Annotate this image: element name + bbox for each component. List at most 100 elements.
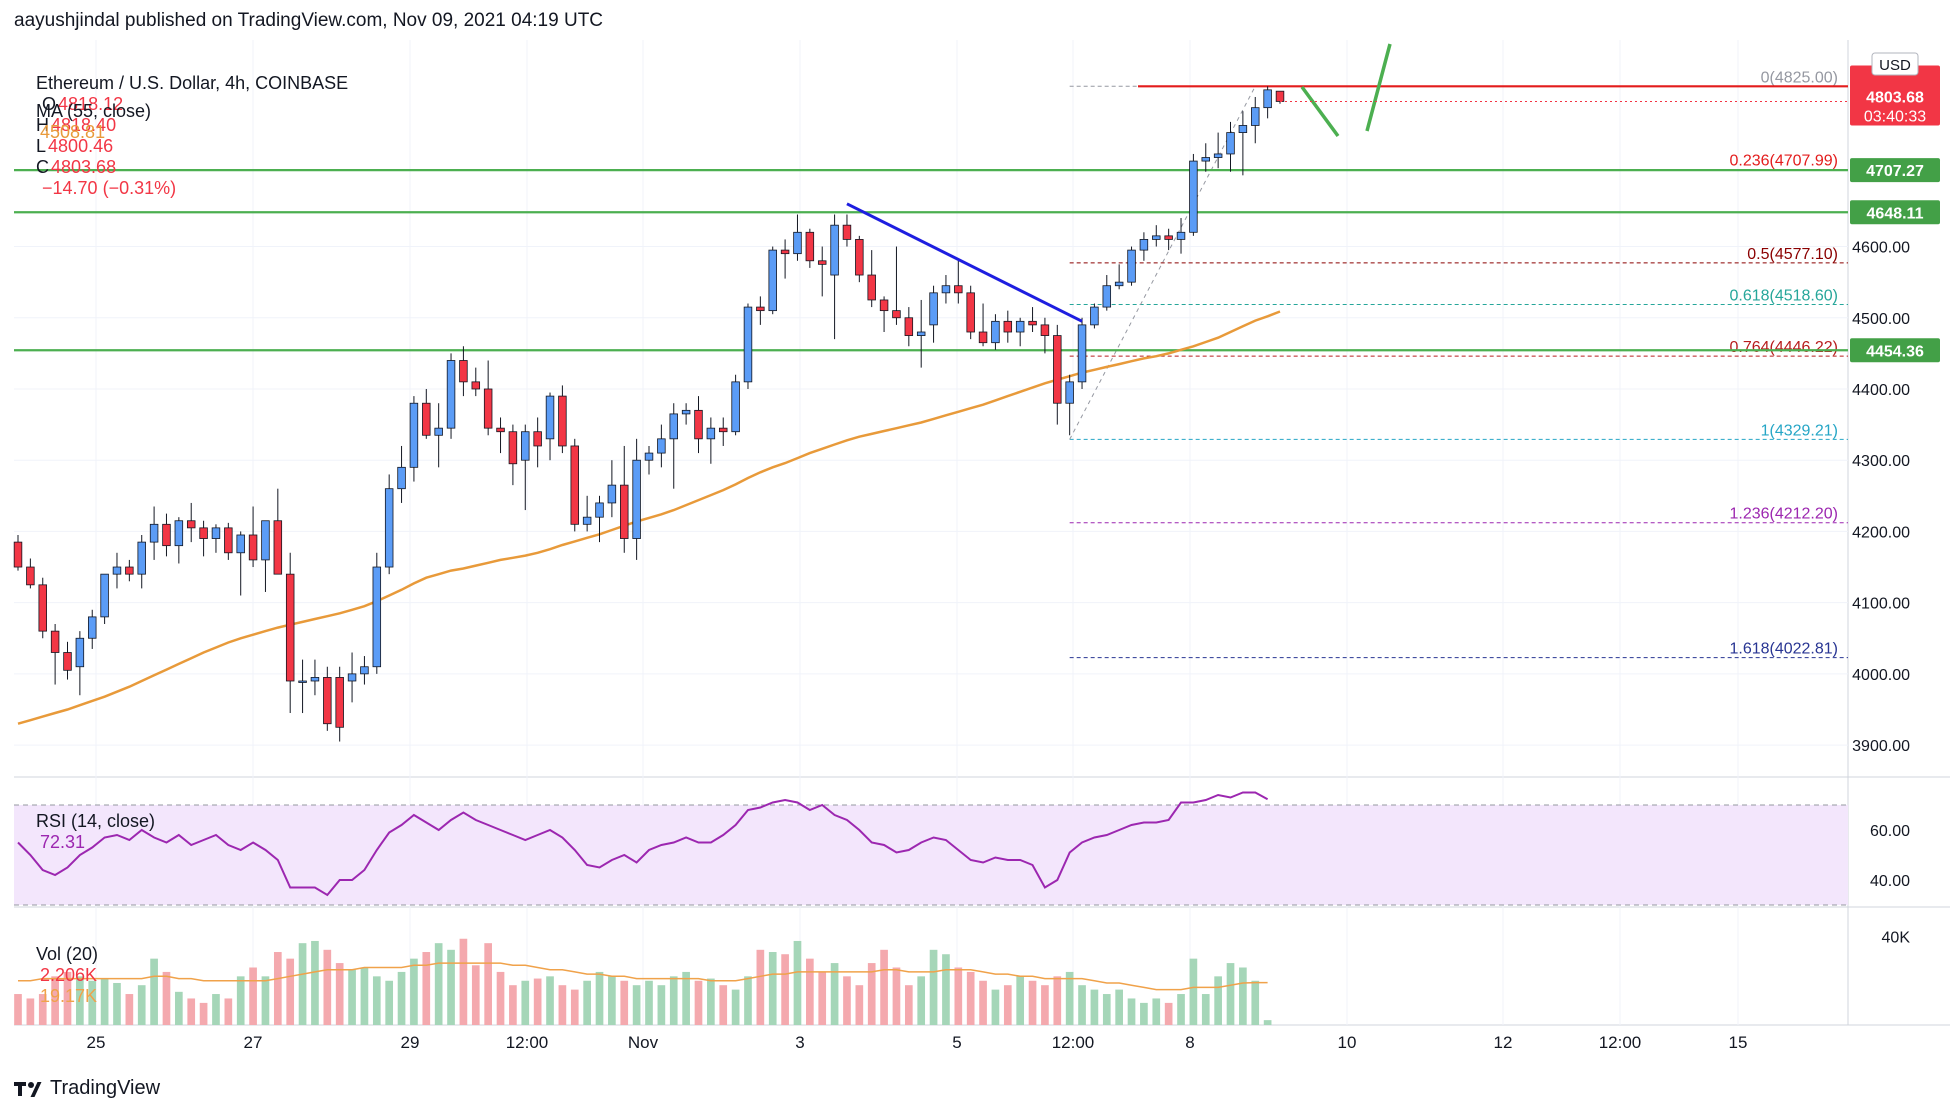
x-tick-label: 29 [401, 1033, 420, 1052]
volume-bar [731, 989, 740, 1025]
publisher-caption: aayushjindal published on TradingView.co… [14, 10, 604, 31]
support-price-badge-bg [1850, 200, 1940, 225]
support-price-badge: 4454.36 [1866, 343, 1924, 360]
volume-bar [236, 976, 245, 1025]
volume-bar [707, 978, 715, 1025]
ohlc-open-label: O [42, 94, 57, 114]
candle-body [397, 466, 406, 490]
candle-body [75, 637, 85, 668]
volume-bar [212, 994, 220, 1025]
volume-bar [669, 976, 678, 1025]
candle-body [582, 516, 592, 525]
tradingview-watermark[interactable]: TradingView [14, 1077, 160, 1100]
volume-bar [892, 967, 901, 1025]
volume-bar [904, 985, 913, 1025]
candle-body [248, 534, 258, 561]
support-price-badge: 4648.11 [1867, 205, 1924, 222]
candle-body [63, 652, 72, 671]
volume-bar [830, 963, 839, 1025]
volume-bar [335, 963, 344, 1025]
x-tick-label: 10 [1338, 1033, 1357, 1052]
rsi-legend-label: RSI (14, close) [36, 811, 156, 831]
support-price-badge: 4707.27 [1866, 163, 1924, 180]
rsi-legend-value: 72.31 [40, 832, 86, 852]
volume-bar [1177, 994, 1185, 1025]
volume-bar [558, 985, 567, 1025]
ma-legend: MA (55, close) 4508.81 [26, 80, 151, 143]
volume-bar [1152, 998, 1161, 1025]
volume-bar [1263, 1020, 1272, 1025]
support-price-badge-bg [1850, 338, 1940, 363]
candle-body [1015, 320, 1025, 333]
candle-body [558, 395, 567, 447]
volume-legend: Vol (20) 2.206K 19.17K [26, 923, 98, 1007]
volume-bar [682, 971, 690, 1025]
volume-bar [372, 976, 381, 1025]
candle-body [756, 306, 765, 312]
volume-bar [583, 980, 591, 1025]
candle-body [978, 331, 988, 344]
x-tick-label: 12:00 [506, 1033, 549, 1052]
candle-body [657, 438, 666, 454]
current-price-label: 4803.68 [1866, 89, 1924, 106]
volume-bar [781, 954, 789, 1025]
volume-bar [657, 985, 666, 1025]
candle-body [805, 231, 815, 262]
ohlc-high-value: 4818.40 [51, 115, 117, 135]
volume-bar [756, 949, 765, 1025]
volume-bar [595, 971, 604, 1025]
candle-body [508, 431, 518, 465]
volume-bar [1251, 980, 1260, 1025]
candle-body [1028, 320, 1037, 326]
x-tick-label: 3 [795, 1033, 804, 1052]
fib-level-label: 0.764(4446.22) [1729, 339, 1838, 356]
volume-bar [51, 976, 59, 1025]
fib-level-label: 1.618(4022.81) [1729, 641, 1838, 658]
volume-bar [471, 965, 480, 1025]
candle-body [298, 680, 307, 683]
y-tick-label: 4200.00 [1852, 524, 1910, 541]
y-tick-label: 4600.00 [1852, 240, 1910, 257]
volume-bar [880, 949, 888, 1025]
candle-body [1201, 157, 1211, 162]
candle-body [855, 239, 864, 276]
volume-bar [100, 978, 109, 1025]
ohlc-open-value: 4818.12 [58, 94, 124, 114]
volume-bar [410, 958, 418, 1025]
x-tick-label: 12:00 [1599, 1033, 1642, 1052]
candle-body [372, 566, 382, 668]
projection-down-stroke [1300, 85, 1340, 138]
volume-bar [867, 963, 876, 1025]
candle-body [50, 630, 60, 653]
candle-body [1251, 107, 1260, 126]
candle-body [966, 292, 975, 333]
candle-body [879, 299, 889, 312]
candle-body [174, 520, 184, 547]
fib-level-label: 0.5(4577.10) [1747, 246, 1838, 263]
volume-bar [1189, 958, 1198, 1025]
fib-level-label: 0.618(4518.60) [1729, 288, 1838, 305]
volume-bar [249, 967, 257, 1025]
ohlc-low-value: 4800.46 [48, 136, 114, 156]
support-price-badge-bg [1850, 158, 1940, 183]
volume-bar [14, 994, 22, 1025]
volume-bar [1127, 998, 1136, 1025]
candle-body [607, 484, 617, 504]
candle-body [360, 666, 369, 675]
volume-bar [137, 985, 146, 1025]
candle-body [1077, 324, 1087, 383]
volume-bar [855, 985, 864, 1025]
candle-body [1213, 153, 1223, 158]
candle-body [1275, 90, 1285, 102]
candle-body [186, 520, 196, 529]
candle-body [620, 484, 629, 539]
candle-body [545, 395, 555, 440]
volume-bar [385, 980, 394, 1025]
volume-bar [942, 954, 950, 1025]
rsi-legend: RSI (14, close) 72.31 [26, 790, 155, 853]
volume-legend-value: 2.206K [40, 965, 98, 985]
candle-body [595, 502, 604, 518]
y-tick-label: 4100.00 [1852, 596, 1910, 613]
volume-bar [694, 980, 703, 1025]
